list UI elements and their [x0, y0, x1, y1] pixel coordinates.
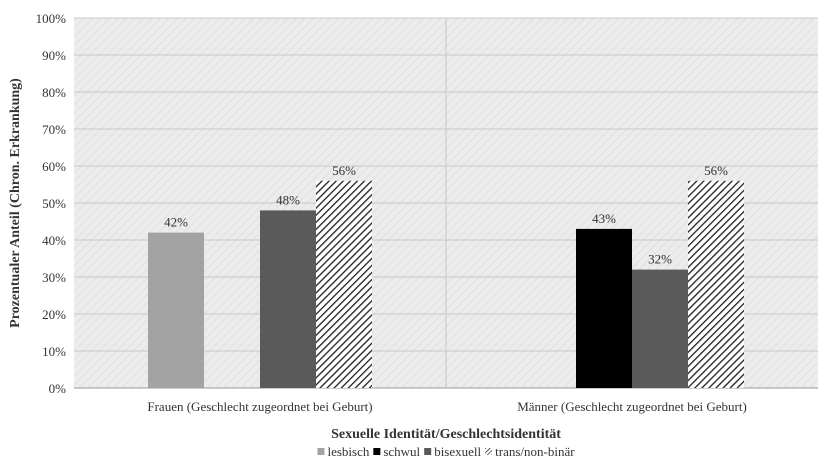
y-tick-label: 40%	[42, 233, 66, 248]
y-tick-label: 0%	[49, 381, 67, 396]
legend-swatch	[317, 448, 325, 455]
legend-swatch	[485, 448, 493, 455]
y-tick-label: 70%	[42, 122, 66, 137]
legend-swatch	[373, 448, 381, 455]
bar	[688, 180, 744, 388]
legend-item: trans/non-binär	[485, 444, 575, 459]
y-tick-label: 80%	[42, 85, 66, 100]
legend-label: bisexuell	[434, 444, 481, 459]
legend-label: lesbisch	[327, 444, 369, 459]
y-axis: 0% 10% 20% 30% 40% 50% 60% 70% 80% 90% 100%	[36, 11, 67, 396]
y-tick-label: 60%	[42, 159, 66, 174]
data-label: 43%	[592, 211, 616, 226]
y-tick-label: 100%	[36, 11, 67, 26]
legend-label: trans/non-binär	[495, 444, 575, 459]
legend-label: schwul	[383, 444, 420, 459]
y-axis-title: Prozentualer Anteil (Chron. Erkrankung)	[8, 78, 23, 328]
bar	[260, 210, 316, 388]
data-label: 42%	[164, 215, 188, 230]
x-category-label: Männer (Geschlecht zugeordnet bei Geburt…	[517, 399, 747, 414]
legend-item: lesbisch	[317, 444, 370, 459]
legend-item: bisexuell	[424, 444, 482, 459]
y-tick-label: 20%	[42, 307, 66, 322]
bar	[576, 228, 632, 388]
legend-swatch	[424, 448, 432, 455]
bar	[148, 232, 204, 388]
x-category-label: Frauen (Geschlecht zugeordnet bei Geburt…	[147, 399, 372, 414]
y-tick-label: 90%	[42, 48, 66, 63]
bar	[632, 269, 688, 388]
y-tick-label: 30%	[42, 270, 66, 285]
x-axis-title: Sexuelle Identität/Geschlechtsidentität	[331, 427, 561, 442]
legend-item: schwul	[373, 444, 421, 459]
data-label: 56%	[704, 163, 728, 178]
bar	[316, 180, 372, 388]
y-tick-label: 10%	[42, 344, 66, 359]
x-axis-categories: Frauen (Geschlecht zugeordnet bei Geburt…	[147, 399, 746, 414]
data-label: 48%	[276, 192, 300, 207]
bars: 42% 48% 56% 43% 32% 56%	[148, 163, 744, 388]
legend: lesbisch schwul bisexuell trans/non-binär	[317, 444, 575, 459]
y-tick-label: 50%	[42, 196, 66, 211]
data-label: 56%	[332, 163, 356, 178]
data-label: 32%	[648, 252, 672, 267]
